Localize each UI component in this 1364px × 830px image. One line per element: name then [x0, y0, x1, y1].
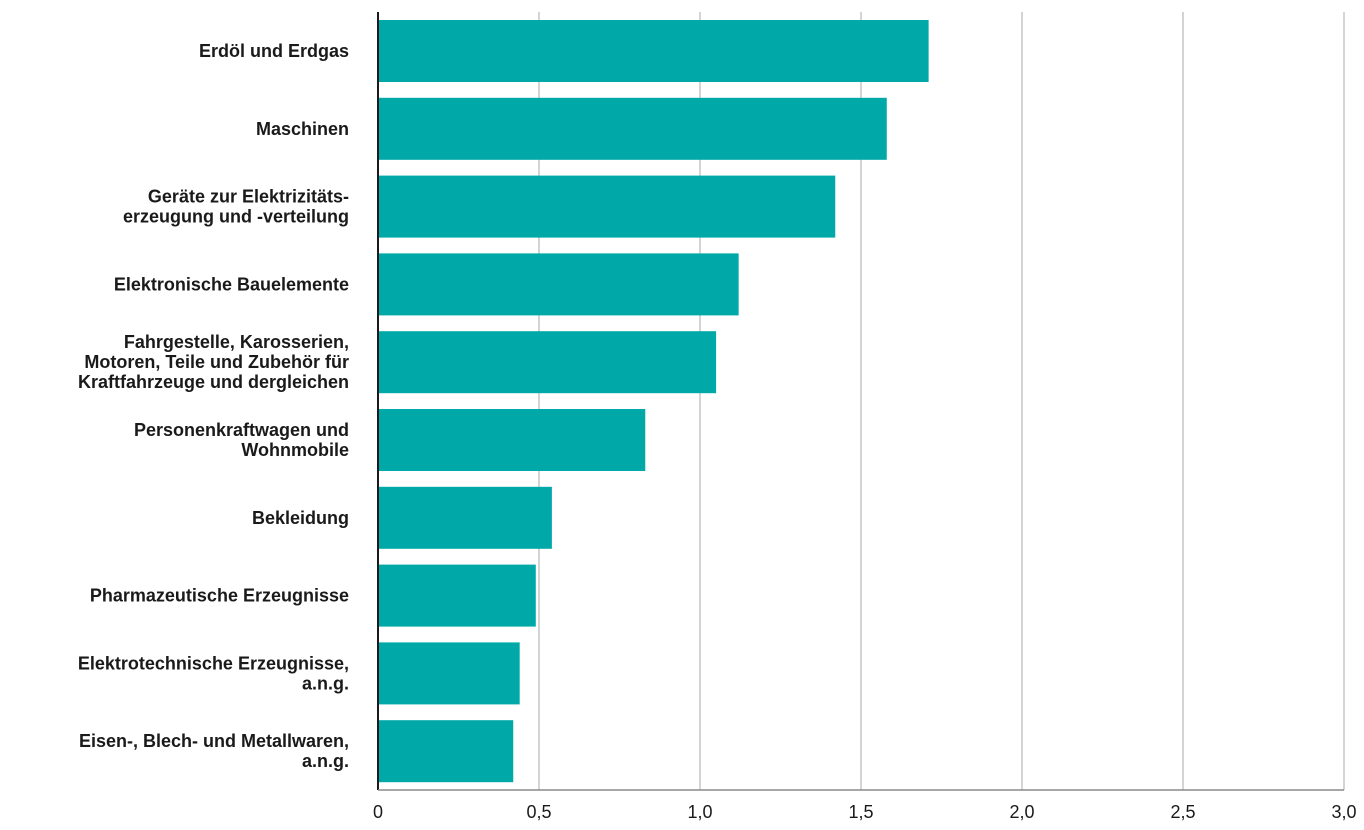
tick-label-layer: 0 0,5 1,0 1,5 2,0 2,5 3,0: [373, 802, 1357, 822]
category-label-line: Geräte zur Elektrizitäts-: [148, 187, 349, 207]
x-tick-label: 0,5: [526, 802, 551, 822]
bar: [378, 253, 739, 316]
category-label-line: Kraftfahrzeuge und dergleichen: [78, 372, 349, 392]
category-label-line: Motoren, Teile und Zubehör für: [84, 352, 349, 372]
bar: [378, 564, 536, 627]
x-tick-label: 2,5: [1170, 802, 1195, 822]
bar: [378, 331, 717, 394]
bar-layer: [378, 20, 929, 783]
category-label-line: Fahrgestelle, Karosserien,: [124, 332, 349, 352]
category-label-line: a.n.g.: [302, 751, 349, 771]
category-label: Bekleidung: [252, 508, 349, 528]
category-label-line: Personenkraftwagen und: [134, 420, 349, 440]
x-tick-label: 2,0: [1009, 802, 1034, 822]
x-tick-label: 0: [373, 802, 383, 822]
category-label-layer: Erdöl und Erdgas Maschinen Geräte zur Elek…: [78, 41, 349, 771]
category-label-line: Eisen-, Blech- und Metallwaren,: [79, 731, 349, 751]
category-label: Fahrgestelle, Karosserien,Motoren, Teile…: [78, 332, 349, 392]
category-label-line: Elektrotechnische Erzeugnisse,: [78, 653, 349, 673]
bar: [378, 409, 646, 471]
category-label: Eisen-, Blech- und Metallwaren,a.n.g.: [79, 731, 349, 771]
bar: [378, 20, 929, 82]
category-label-line: Bekleidung: [252, 508, 349, 528]
category-label-line: Erdöl und Erdgas: [199, 41, 349, 61]
category-label: Maschinen: [256, 119, 349, 139]
x-tick-label: 1,0: [687, 802, 712, 822]
category-label-line: a.n.g.: [302, 673, 349, 693]
bar: [378, 486, 552, 549]
category-label: Pharmazeutische Erzeugnisse: [90, 586, 349, 606]
category-label-line: Elektronische Bauelemente: [114, 274, 349, 294]
bar: [378, 720, 514, 783]
category-label: Erdöl und Erdgas: [199, 41, 349, 61]
category-label: Geräte zur Elektrizitäts-erzeugung und -…: [123, 187, 349, 227]
bar: [378, 175, 836, 238]
category-label-line: Maschinen: [256, 119, 349, 139]
bar: [378, 642, 520, 705]
category-label-line: Pharmazeutische Erzeugnisse: [90, 586, 349, 606]
category-label-line: Wohnmobile: [241, 440, 349, 460]
bar: [378, 97, 887, 160]
category-label-line: erzeugung und -verteilung: [123, 207, 349, 227]
category-label: Elektronische Bauelemente: [114, 274, 349, 294]
x-tick-label: 1,5: [848, 802, 873, 822]
category-label: Elektrotechnische Erzeugnisse,a.n.g.: [78, 653, 349, 693]
x-tick-label: 3,0: [1331, 802, 1356, 822]
